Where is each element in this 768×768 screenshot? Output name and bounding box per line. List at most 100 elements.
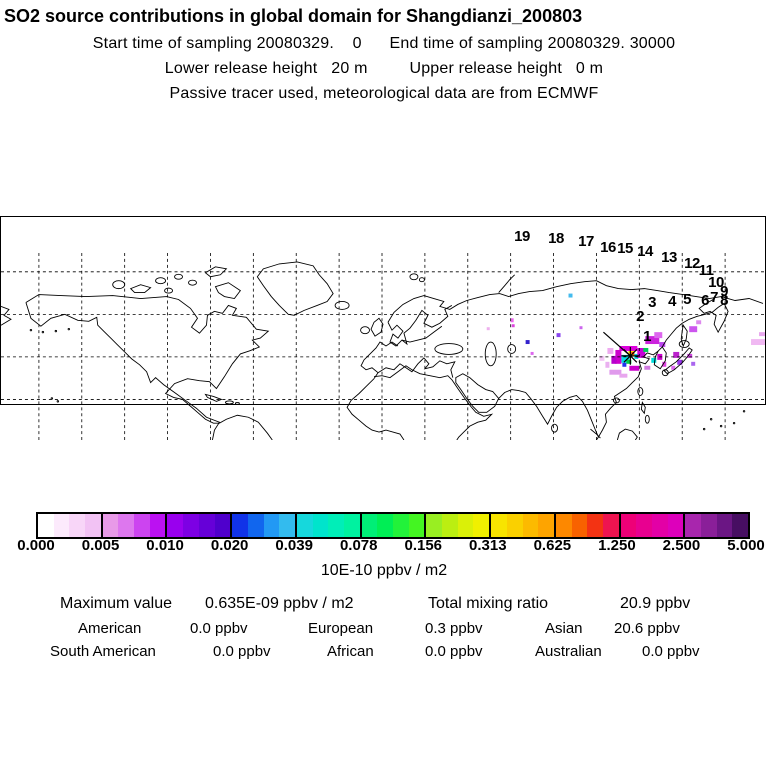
tracer-note-line: Passive tracer used, meteorological data… [169,85,599,102]
colorbar-cell [491,514,507,537]
plume-cell [629,365,640,371]
colorbar-cell [312,514,329,537]
plume-cell [511,324,515,328]
region-south-american-label: South American [50,643,156,660]
colorbar-segment [167,514,233,537]
colorbar-cell [198,514,215,537]
trajectory-point-label: 3 [648,293,656,311]
plume-cell [689,326,698,333]
colorbar-segment [555,514,621,537]
trajectory-point-label: 9 [720,282,728,300]
world-map-svg [1,253,765,440]
colorbar-cell [442,514,458,537]
plume-cell [525,340,530,345]
region-american-label: American [78,620,142,637]
colorbar-tick-label: 2.500 [662,537,701,554]
colorbar-segment [620,514,686,537]
plume-cell [751,339,765,346]
region-australian-value: 0.0 ppbv [642,643,700,660]
trajectory-point-label: 11 [698,261,714,279]
colorbar-cell [522,514,539,537]
plume-cell [556,333,561,338]
maximum-value-label: Maximum value [60,595,173,612]
colorbar-tick-label: 0.156 [404,537,443,554]
colorbar [36,512,750,539]
colorbar-tick-label: 0.313 [469,537,507,554]
colorbar-segment [38,514,103,537]
colorbar-cell [602,514,619,537]
colorbar-tick-label: 0.078 [339,537,378,554]
plume-cell [530,351,534,355]
coastlines [1,261,764,440]
plume-cell [486,327,490,331]
colorbar-unit-label: 10E-10 ppbv / m2 [320,562,448,579]
region-african-label: African [327,643,374,660]
trajectory-point-label: 5 [683,290,691,308]
plume-cell [609,369,622,375]
release-height-line: Lower release height 20 m Upper release … [164,60,604,77]
plume-layer [486,293,765,378]
colorbar-cell [118,514,135,537]
colorbar-cell [134,514,150,537]
colorbar-cell [102,514,119,537]
region-south-american-value: 0.0 ppbv [213,643,271,660]
trajectory-point-label: 15 [617,239,633,257]
colorbar-cell [506,514,523,537]
colorbar-cell [377,514,394,537]
plume-cell [619,373,628,378]
colorbar-segment [102,514,168,537]
total-mixing-ratio-label: Total mixing ratio [428,595,549,612]
plume-cell [651,357,657,363]
plume-cell [510,318,514,323]
trajectory-point-label: 6 [701,291,709,309]
plume-cell [659,342,666,347]
colorbar-cell [53,514,70,537]
plume-cell [677,359,683,365]
plume-cell [645,336,660,345]
trajectory-point-label: 14 [637,242,653,260]
colorbar-cell [587,514,603,537]
colorbar-cell [149,514,166,537]
colorbar-cell [473,514,490,537]
plume-cell [696,320,702,325]
region-african-value: 0.0 ppbv [425,643,483,660]
graticule-grid [1,253,765,440]
colorbar-cell [667,514,684,537]
colorbar-cell [69,514,86,537]
colorbar-cell [214,514,231,537]
trajectory-point-label: 10 [708,273,724,291]
trajectory-point-label: 19 [514,227,530,245]
plume-cell [671,365,676,370]
colorbar-cell [344,514,360,537]
colorbar-cell [620,514,637,537]
plume-cell [687,353,693,358]
colorbar-cell [571,514,588,537]
colorbar-tick-label: 5.000 [727,537,765,554]
colorbar-cell [263,514,280,537]
plume-cell [605,361,610,368]
colorbar-cell [167,514,184,537]
colorbar-cell [279,514,295,537]
region-australian-label: Australian [535,643,602,660]
colorbar-cell [296,514,313,537]
colorbar-segment [361,514,427,537]
sampling-time-line: Start time of sampling 20080329. 0 End t… [92,35,676,52]
colorbar-segment [426,514,492,537]
page-title: SO2 source contributions in global domai… [4,6,583,26]
trajectory-point-label: 1 [643,327,651,345]
trajectory-point-label: 8 [720,291,728,309]
colorbar-tick-label: 0.005 [81,537,120,554]
total-mixing-ratio-value: 20.9 ppbv [620,595,691,612]
region-asian-value: 20.6 ppbv [614,620,680,637]
colorbar-tick-label: 0.625 [533,537,572,554]
region-asian-label: Asian [545,620,583,637]
plume-cell [622,362,627,367]
colorbar-tick-label: 1.250 [598,537,636,554]
colorbar-cell [716,514,733,537]
plume-cell [662,361,667,367]
plume-cell [691,361,696,366]
colorbar-cell [408,514,425,537]
colorbar-tick-label: 0.039 [275,537,313,554]
plume-cell [626,359,632,364]
